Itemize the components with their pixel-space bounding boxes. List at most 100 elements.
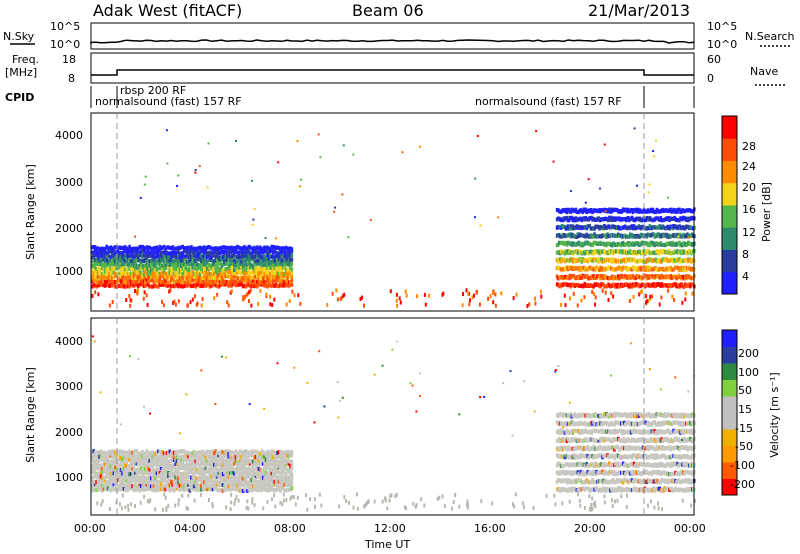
echo-cell xyxy=(135,253,139,258)
echo-cell xyxy=(138,482,141,487)
echo-cell xyxy=(283,266,286,271)
echo-cell xyxy=(114,279,117,284)
echo-cell xyxy=(201,449,205,454)
echo-cell xyxy=(473,293,475,298)
echo-cell xyxy=(200,253,203,258)
echo-cell xyxy=(251,474,255,479)
echo-cell xyxy=(124,249,127,254)
echo-cell xyxy=(144,246,147,251)
echo-cell xyxy=(237,463,240,468)
echo-cell xyxy=(168,280,172,285)
echo-cell xyxy=(250,279,253,284)
echo-cell xyxy=(286,249,289,254)
echo-cell xyxy=(526,304,529,308)
echo-cell xyxy=(226,470,229,475)
echo-cell xyxy=(167,450,170,454)
echo-cell xyxy=(152,270,156,275)
echo-cell xyxy=(678,240,681,245)
echo-cell xyxy=(125,488,129,493)
echo-cell xyxy=(424,302,427,307)
echo-cell xyxy=(200,459,203,464)
echo-cell xyxy=(162,468,166,473)
echo-cell xyxy=(289,282,292,287)
echo-cell xyxy=(148,486,151,491)
echo-cell xyxy=(205,262,209,267)
echo-cell xyxy=(135,467,139,472)
echo-cell xyxy=(182,484,186,489)
echo-cell xyxy=(180,475,183,480)
echo-cell xyxy=(126,251,130,256)
echo-cell xyxy=(145,278,149,282)
echo-cell xyxy=(578,472,582,477)
echo-cell xyxy=(93,487,97,492)
echo-cell xyxy=(241,457,245,462)
echo-cell xyxy=(237,245,240,250)
echo-cell xyxy=(132,267,136,272)
echo-cell xyxy=(588,224,591,229)
echo-cell xyxy=(170,251,173,256)
power-cbar-tick-28: 28 xyxy=(742,140,756,153)
echo-cell xyxy=(266,262,269,267)
echo-cell xyxy=(181,258,184,263)
echo-cell xyxy=(264,246,268,251)
echo-cell xyxy=(142,457,146,462)
echo-cell xyxy=(250,276,253,281)
echo-cell xyxy=(213,471,216,476)
echo-cell xyxy=(148,284,151,289)
echo-cell xyxy=(125,479,129,483)
echo-cell xyxy=(157,484,160,489)
echo-cell xyxy=(161,299,163,304)
echo-cell xyxy=(162,454,166,459)
echo-cell xyxy=(136,264,140,268)
echo-cell xyxy=(257,266,261,271)
echo-cell xyxy=(128,484,131,489)
echo-cell xyxy=(102,247,106,252)
echo-cell xyxy=(667,216,670,220)
power-echoes xyxy=(91,127,696,308)
echo-cell xyxy=(246,275,249,280)
echo-cell xyxy=(138,278,141,283)
echo-cell xyxy=(119,480,123,485)
echo-cell xyxy=(96,486,100,491)
echo-cell xyxy=(164,278,167,283)
echo-cell xyxy=(198,463,202,468)
echo-cell xyxy=(151,478,154,483)
echo-cell xyxy=(192,458,196,463)
echo-cell xyxy=(241,263,245,268)
echo-cell xyxy=(152,453,156,458)
echo-cell xyxy=(187,474,190,479)
echo-cell xyxy=(122,471,126,476)
echo-cell xyxy=(121,257,124,262)
echo-cell xyxy=(284,475,288,480)
echo-cell xyxy=(181,462,184,467)
echo-cell xyxy=(277,246,281,251)
echo-cell xyxy=(155,253,159,258)
echo-cell xyxy=(203,480,206,485)
echo-cell xyxy=(172,251,176,256)
echo-cell xyxy=(277,476,281,481)
echo-cell xyxy=(279,460,282,464)
echo-cell xyxy=(281,283,285,288)
echo-cell xyxy=(240,482,243,487)
echo-cell xyxy=(572,453,576,458)
echo-cell xyxy=(170,454,173,459)
echo-cell xyxy=(213,455,216,459)
echo-cell xyxy=(139,262,143,266)
echo-cell xyxy=(290,453,294,458)
echo-cell xyxy=(233,475,236,480)
echo-cell xyxy=(178,449,182,454)
echo-cell xyxy=(234,274,238,279)
echo-cell xyxy=(279,454,282,459)
echo-cell xyxy=(244,488,248,493)
echo-cell xyxy=(220,470,223,475)
echo-cell xyxy=(101,271,104,276)
echo-cell xyxy=(284,478,288,483)
echo-cell xyxy=(215,263,219,268)
echo-cell xyxy=(174,270,177,275)
echo-cell xyxy=(251,478,255,483)
echo-cell xyxy=(177,470,180,475)
echo-cell xyxy=(132,470,136,475)
echo-cell xyxy=(266,471,269,476)
nave-label: Nave xyxy=(750,65,778,78)
echo-cell xyxy=(159,463,163,467)
